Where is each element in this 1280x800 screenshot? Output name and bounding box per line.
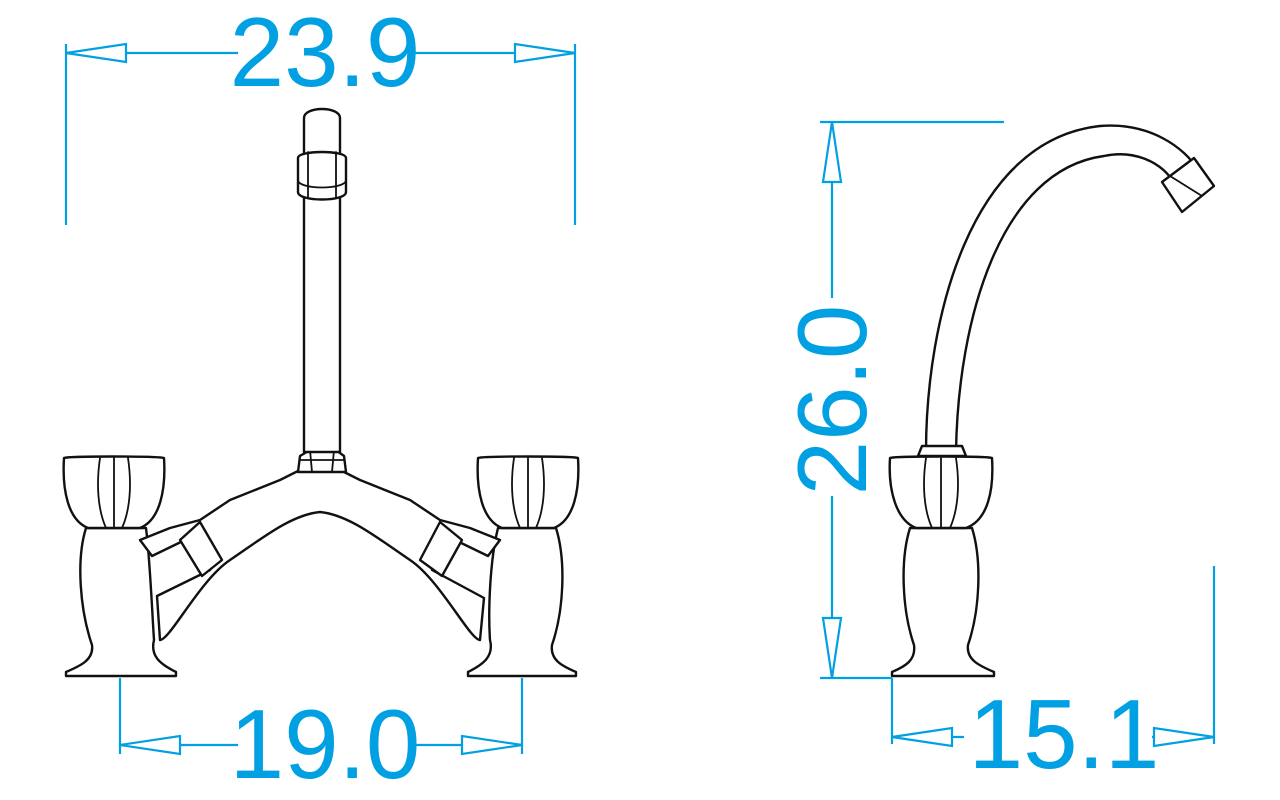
dim-top-arrow-right — [513, 42, 576, 64]
front-left-pedestal — [64, 526, 178, 678]
side-view-faucet — [888, 124, 1216, 678]
side-pedestal — [890, 526, 996, 678]
front-right-coupling — [418, 520, 464, 578]
side-collar — [916, 444, 968, 458]
dimension-label-side-depth: 15.1 — [969, 679, 1160, 789]
dimension-label-base-spacing: 19.0 — [230, 689, 421, 799]
dimension-label-front-width: 23.9 — [230, 0, 421, 107]
dim-side-arrow-top — [821, 121, 843, 184]
dim-bottom-arrow-right — [460, 734, 523, 756]
dim-top-arrow-left — [65, 42, 128, 64]
dim-bottom-arrow-left — [119, 734, 182, 756]
dim-depth-arrow-right — [1152, 726, 1215, 748]
front-right-pedestal — [466, 526, 578, 678]
dim-side-arrow-bottom — [821, 616, 843, 679]
front-left-coupling — [178, 520, 224, 578]
dim-depth-arrow-left — [891, 726, 954, 748]
front-aerator — [296, 150, 348, 201]
front-central-nut — [296, 448, 348, 474]
dimension-layer — [64, 42, 1216, 756]
front-view-faucet — [62, 107, 580, 678]
side-gooseneck-spout — [924, 124, 1200, 454]
dimension-label-side-height: 26.0 — [777, 305, 887, 496]
front-bridge-pipe — [138, 468, 502, 642]
side-aerator — [1160, 156, 1216, 214]
